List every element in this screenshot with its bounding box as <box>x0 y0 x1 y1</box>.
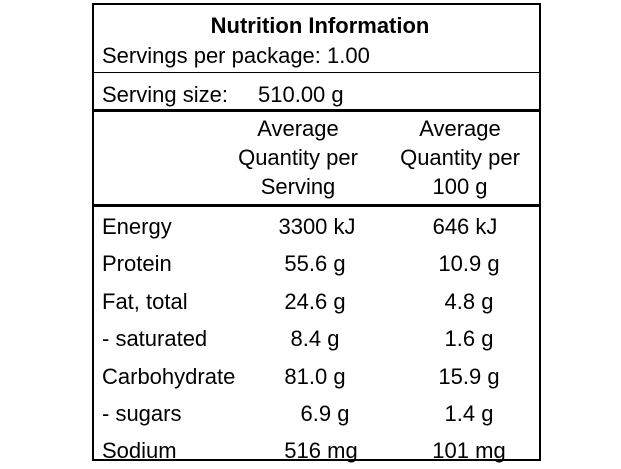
serving-size-label: Serving size: <box>102 82 228 107</box>
nutrient-label: Energy <box>102 214 172 239</box>
per-100g-value: 646 kJ <box>432 214 498 239</box>
table-row: - sugars 6.9 g 1.4 g <box>94 395 539 432</box>
per-serving-value: 81.0 g <box>284 364 346 389</box>
nutrient-label: Sodium <box>102 438 177 463</box>
column-header-line: Average <box>419 116 501 141</box>
table-row: Fat, total 24.6 g 4.8 g <box>94 283 539 320</box>
per-100g-value: 4.8 g <box>444 289 494 314</box>
per-serving-value: 516 mg <box>284 438 358 463</box>
column-header-line: Quantity per <box>238 145 358 170</box>
per-100g-value: 15.9 g <box>438 364 500 389</box>
column-header-line: Quantity per <box>400 145 520 170</box>
per-serving-value: 24.6 g <box>284 289 346 314</box>
servings-per-package: Servings per package: 1.00 <box>102 43 370 68</box>
divider-thick-top <box>94 109 539 112</box>
per-100g-value: 101 mg <box>432 438 506 463</box>
divider-thin <box>94 72 539 73</box>
column-header-line: Average <box>257 116 339 141</box>
nutrition-panel: Nutrition Information Servings per packa… <box>92 3 541 462</box>
per-serving-value: 8.4 g <box>290 326 340 351</box>
table-row: Energy 3300 kJ 646 kJ <box>94 208 539 245</box>
per-serving-value: 3300 kJ <box>278 214 356 239</box>
nutrient-label: Fat, total <box>102 289 188 314</box>
per-serving-value: 6.9 g <box>300 401 350 426</box>
panel-title: Nutrition Information <box>210 13 430 38</box>
table-row: Protein 55.6 g 10.9 g <box>94 245 539 282</box>
per-100g-value: 1.4 g <box>444 401 494 426</box>
per-100g-value: 1.6 g <box>444 326 494 351</box>
nutrient-label: - saturated <box>102 326 208 351</box>
per-serving-value: 55.6 g <box>284 251 346 276</box>
table-row: Carbohydrate 81.0 g 15.9 g <box>94 358 539 395</box>
nutrient-label: Carbohydrate <box>102 364 236 389</box>
per-100g-value: 10.9 g <box>438 251 500 276</box>
divider-thick-header <box>94 204 539 207</box>
nutrient-label: - sugars <box>102 401 182 426</box>
column-header-per-100g: Average Quantity per 100 g <box>400 114 520 201</box>
column-header-line: 100 g <box>432 174 488 199</box>
column-header-per-serving: Average Quantity per Serving <box>238 114 358 201</box>
table-row: - saturated 8.4 g 1.6 g <box>94 320 539 357</box>
serving-size-value: 510.00 g <box>258 82 344 107</box>
nutrient-label: Protein <box>102 251 172 276</box>
column-header-line: Serving <box>260 174 336 199</box>
table-row: Sodium 516 mg 101 mg <box>94 432 539 469</box>
